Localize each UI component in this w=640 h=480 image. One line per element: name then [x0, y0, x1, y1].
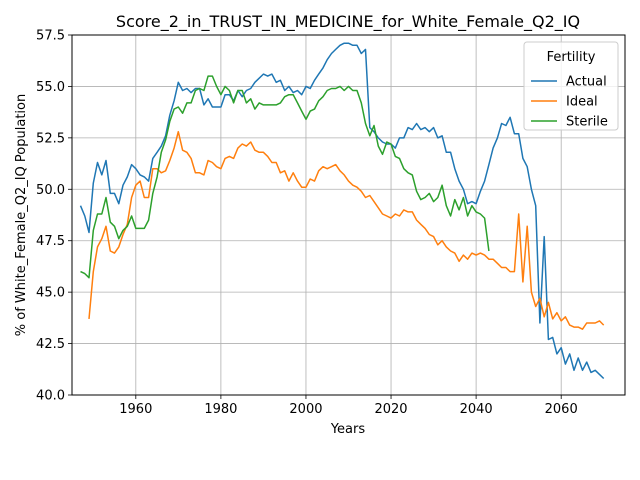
y-tick-label: 40.0 — [36, 389, 65, 404]
legend-label-sterile: Sterile — [566, 115, 608, 130]
legend-label-ideal: Ideal — [566, 95, 598, 110]
x-tick-label: 1980 — [204, 402, 237, 417]
x-tick-label: 2000 — [289, 402, 322, 417]
y-tick-label: 52.5 — [36, 131, 65, 146]
legend-title: Fertility — [547, 50, 596, 65]
y-tick-label: 57.5 — [36, 29, 65, 44]
y-tick-label: 50.0 — [36, 183, 65, 198]
y-axis-label: % of White_Female_Q2_IQ Population — [14, 94, 29, 336]
plot-frame — [71, 34, 626, 396]
x-tick-label: 1960 — [119, 402, 152, 417]
legend: Fertility Actual Ideal Sterile — [523, 41, 619, 131]
plot-lines — [79, 42, 605, 380]
series-line-sterile — [80, 75, 490, 279]
y-axis-ticks: 40.0 42.5 45.0 47.5 50.0 52.5 55.0 57.5 — [36, 29, 72, 404]
legend-label-actual: Actual — [566, 75, 607, 90]
x-tick-label: 2060 — [545, 402, 578, 417]
x-tick-label: 2020 — [374, 402, 407, 417]
x-axis-label: Years — [330, 422, 366, 437]
series-line-ideal — [88, 130, 605, 330]
y-tick-label: 45.0 — [36, 286, 65, 301]
series-line-actual — [79, 42, 605, 380]
y-tick-label: 47.5 — [36, 234, 65, 249]
y-tick-label: 55.0 — [36, 80, 65, 95]
y-tick-label: 42.5 — [36, 337, 65, 352]
legend-items: Actual Ideal Sterile — [531, 75, 608, 130]
x-tick-label: 2040 — [460, 402, 493, 417]
x-axis-ticks: 1960 1980 2000 2020 2040 2060 — [119, 395, 578, 417]
legend-frame — [523, 41, 619, 131]
chart-title: Score_2_in_TRUST_IN_MEDICINE_for_White_F… — [116, 12, 580, 32]
